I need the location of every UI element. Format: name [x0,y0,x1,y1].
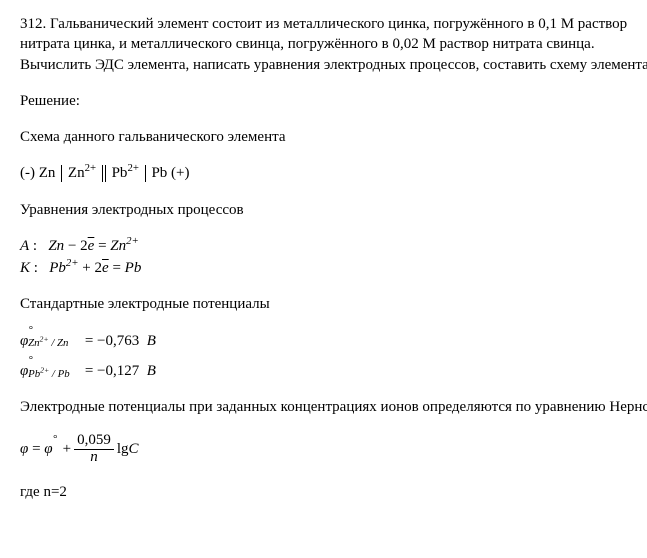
pb-pot-value: −0,127 [97,363,139,379]
pb-potential: φ ° Pb2+ / Pb = −0,127 В [20,361,647,381]
single-bar-icon [61,165,62,182]
cathode-label: K [20,260,30,276]
zn-ion-base: Zn [68,165,85,181]
cell-scheme: (-) Zn Zn2+ Pb2+ Pb (+) [20,163,647,183]
electron-bar: e [102,260,109,276]
anode-label: A [20,238,29,254]
phi-left: φ [20,439,28,459]
double-bar-icon [102,165,106,182]
eqK-lhs-charge: 2+ [66,257,79,269]
solution-label: Решение: [20,91,647,111]
std-potentials-intro: Стандартные электродные потенциалы [20,294,647,314]
minus-sign: (-) [20,165,35,181]
phi-zn-sub: Zn2+ / Zn [28,336,68,351]
zn-pot-value: −0,763 [97,333,139,349]
volt-unit: В [147,333,156,349]
eqK-coef: 2 [95,260,103,276]
nernst-equation: φ = φ ° + 0,059 n lg C [20,433,647,466]
sub-zn-charge: 2+ [40,335,49,344]
problem-number: 312. [20,16,46,32]
plus-op: + [63,439,71,459]
eqA-rhs-charge: 2+ [126,235,139,247]
eqA-rhs-base: Zn [110,238,126,254]
zn-metal: Zn [39,165,56,181]
pb-ion-charge: 2+ [127,162,139,174]
nernst-intro: Электродные потенциалы при заданных конц… [20,397,647,417]
cathode-equation: K : Pb2+ + 2e = Pb [20,258,647,278]
zn-ion-charge: 2+ [85,162,97,174]
sub-zn2: Zn [57,337,68,349]
phi-pb-sub: Pb2+ / Pb [28,367,70,382]
eqA-rhs: Zn2+ [110,238,139,254]
zn-potential: φ ° Zn2+ / Zn = −0,763 В [20,331,647,351]
nernst-fraction: 0,059 n [74,433,114,466]
ring-symbol: ° [28,353,32,368]
where-n: где n=2 [20,482,647,502]
volt-unit: В [147,363,156,379]
colon: : [33,238,37,254]
minus-op: − [68,238,76,254]
equals-op: = [32,439,40,459]
lg-op: lg [117,439,129,459]
equals-op: = [98,238,106,254]
ring-symbol: ° [28,323,32,338]
single-bar-icon [145,165,146,182]
eqA-lhs: Zn [48,238,64,254]
problem-statement: 312. Гальванический элемент состоит из м… [20,14,647,75]
eqK-lhs: Pb2+ [49,260,78,276]
equations-intro: Уравнения электродных процессов [20,200,647,220]
anode-equation: A : Zn − 2e = Zn2+ [20,236,647,256]
colon: : [34,260,38,276]
pb-metal: Pb [151,165,167,181]
eqK-rhs: Pb [125,260,142,276]
eqK-lhs-base: Pb [49,260,66,276]
plus-op: + [82,260,90,276]
problem-text: Гальванический элемент состоит из металл… [20,16,647,73]
zn-ion: Zn2+ [68,165,96,181]
equals-op: = [85,363,93,379]
electrode-equations: A : Zn − 2e = Zn2+ K : Pb2+ + 2e = Pb [20,236,647,279]
fraction-denominator: n [74,450,114,466]
fraction-numerator: 0,059 [74,433,114,450]
phi-zn: φ ° Zn2+ / Zn [20,331,28,351]
scheme-intro: Схема данного гальванического элемента [20,127,647,147]
std-potentials: φ ° Zn2+ / Zn = −0,763 В φ ° Pb2+ / Pb =… [20,331,647,382]
sub-pb-charge: 2+ [40,365,49,374]
ring-symbol: ° [53,432,57,447]
electron-bar: e [88,238,95,254]
sub-zn: Zn [28,337,39,349]
plus-sign: (+) [171,165,189,181]
equals-op: = [112,260,120,276]
concentration-c: C [128,439,138,459]
pb-ion-base: Pb [112,165,128,181]
phi-std: φ ° [44,439,52,459]
sub-pb2: Pb [58,368,70,380]
pb-ion: Pb2+ [112,165,139,181]
phi-symbol: φ [20,333,28,349]
phi-symbol: φ [44,441,52,457]
sub-pb: Pb [28,368,40,380]
eqA-coef: 2 [80,238,88,254]
phi-pb: φ ° Pb2+ / Pb [20,361,28,381]
equals-op: = [85,333,93,349]
